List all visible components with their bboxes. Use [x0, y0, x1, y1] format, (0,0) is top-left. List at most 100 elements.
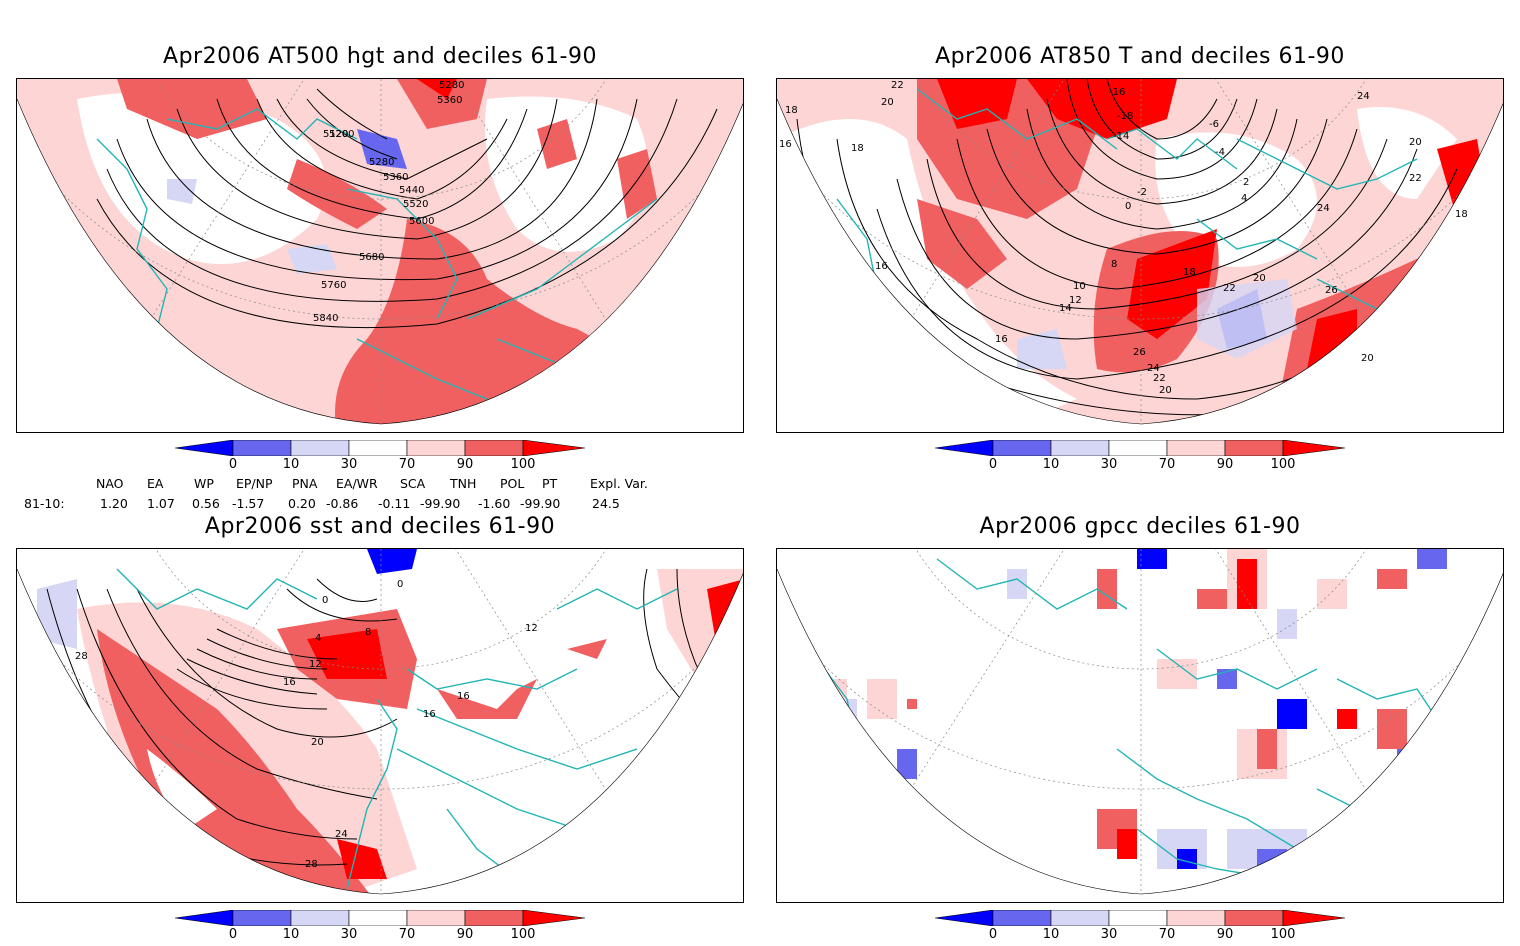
index-header: EA [147, 476, 164, 491]
sst-contour-label: 24 [335, 829, 348, 840]
t850-contour-label: 4 [1241, 193, 1247, 204]
t850-contour-label: 8 [1111, 259, 1117, 270]
hgt-contour-label: 5760 [321, 280, 346, 291]
t850-contour-label: 18 [851, 143, 864, 154]
t850-contour-label: 20 [1361, 353, 1374, 364]
gpcc-panel-title: Apr2006 gpcc deciles 61-90 [979, 514, 1301, 539]
colorbar-tick: 70 [398, 457, 416, 472]
t850-contour-label: 0 [1125, 201, 1131, 212]
t850-contour-label: 20 [1253, 273, 1266, 284]
t850-contour-label: 2 [1243, 177, 1249, 188]
sst-contour-label: 4 [315, 633, 321, 644]
hgt-colorbar: 0 10 30 70 90 100 [175, 440, 585, 476]
colorbar-tick: 70 [398, 927, 416, 942]
index-value: -1.60 [478, 496, 511, 511]
t850-contour-label: 22 [1153, 373, 1166, 384]
t850-contour-label: 18 [1455, 209, 1468, 220]
index-value: 24.5 [592, 496, 620, 511]
index-value: 1.07 [147, 496, 175, 511]
hgt-contour-label: 5360 [437, 95, 462, 106]
colorbar-tick: 30 [1100, 457, 1118, 472]
t850-contour-label: 24 [1317, 203, 1330, 214]
t850-contour-label: -14 [1113, 131, 1129, 142]
colorbar-tick: 10 [1042, 457, 1060, 472]
hgt-contour-label: 5440 [399, 185, 424, 196]
sst-contour-label: 16 [457, 691, 470, 702]
sst-contour-label: 16 [423, 709, 436, 720]
t850-contour-label: -18 [1117, 111, 1133, 122]
t850-contour-label: 10 [1073, 281, 1086, 292]
sst-contour-label: 12 [525, 623, 538, 634]
index-value: 1.20 [100, 496, 128, 511]
t850-contour-label: 18 [785, 105, 798, 116]
colorbar-tick: 0 [988, 927, 998, 942]
colorbar-tick: 90 [456, 927, 474, 942]
sst-panel-title: Apr2006 sst and deciles 61-90 [204, 514, 556, 539]
hgt-contour-label: 5280 [439, 80, 464, 91]
hgt-contour-label: 5280 [369, 157, 394, 168]
index-header: Expl. Var. [590, 476, 648, 491]
t850-contour-label: 26 [1325, 285, 1338, 296]
gpcc-colorbar: 0 10 30 70 90 100 [935, 910, 1345, 946]
sst-colorbar: 0 10 30 70 90 100 [175, 910, 585, 946]
colorbar-tick: 30 [1100, 927, 1118, 942]
sst-contour-label: 0 [322, 595, 328, 606]
colorbar-tick: 90 [1216, 457, 1234, 472]
colorbar-tick: 30 [340, 457, 358, 472]
t850-contour-label: 16 [875, 261, 888, 272]
t850-colorbar: 0 10 30 70 90 100 [935, 440, 1345, 476]
colorbar-tick: 0 [228, 457, 238, 472]
index-header: TNH [450, 476, 477, 491]
hgt-contour-label: 5120 [323, 129, 348, 140]
t850-contour-label: 24 [1147, 363, 1160, 374]
hgt-map: 5280 5360 5120 5200 5280 5360 5440 5520 … [16, 78, 744, 433]
hgt-contour-label: 5680 [359, 252, 384, 263]
hgt-contour-label: 5520 [403, 199, 428, 210]
t850-panel-title: Apr2006 AT850 T and deciles 61-90 [935, 44, 1345, 69]
colorbar-tick: 0 [228, 927, 238, 942]
colorbar-tick: 10 [282, 927, 300, 942]
t850-contour-label: 14 [1059, 303, 1072, 314]
index-row-label: 81-10: [24, 496, 65, 511]
t850-contour-label: 20 [1409, 137, 1422, 148]
index-header: NAO [96, 476, 124, 491]
index-header: WP [194, 476, 214, 491]
sst-contour-label: 28 [305, 859, 318, 870]
sst-map: 0 0 4 8 12 16 16 16 20 24 28 28 12 [16, 548, 744, 903]
colorbar-tick: 100 [510, 927, 536, 942]
t850-contour-label: 18 [1183, 267, 1196, 278]
t850-contour-label: 24 [1357, 91, 1370, 102]
t850-contour-label: 22 [891, 80, 904, 91]
colorbar-tick: 0 [988, 457, 998, 472]
colorbar-tick: 70 [1158, 457, 1176, 472]
sst-contour-label: 8 [365, 627, 371, 638]
sst-contour-label: 16 [283, 677, 296, 688]
index-header: POL [500, 476, 525, 491]
index-value: -0.86 [326, 496, 359, 511]
sst-contour-label: 12 [309, 659, 322, 670]
colorbar-tick: 70 [1158, 927, 1176, 942]
hgt-contour-label: 5200 [329, 129, 354, 140]
t850-contour-label: 22 [1223, 283, 1236, 294]
index-header: PNA [292, 476, 318, 491]
hgt-panel-title: Apr2006 AT500 hgt and deciles 61-90 [163, 44, 597, 69]
index-value: -99.90 [520, 496, 561, 511]
index-value: -99.90 [420, 496, 461, 511]
sst-contour-label: 0 [397, 579, 403, 590]
hgt-contour-label: 5840 [313, 313, 338, 324]
index-header: EP/NP [236, 476, 273, 491]
t850-contour-label: 20 [1159, 385, 1172, 396]
colorbar-tick: 10 [282, 457, 300, 472]
hgt-contour-label: 5600 [409, 216, 434, 227]
index-value: 0.56 [192, 496, 220, 511]
colorbar-tick: 100 [1270, 927, 1296, 942]
index-value: 0.20 [288, 496, 316, 511]
t850-contour-label: 20 [881, 97, 894, 108]
index-header: EA/WR [336, 476, 378, 491]
t850-contour-label: 16 [995, 334, 1008, 345]
t850-contour-label: -2 [1137, 187, 1147, 198]
t850-contour-label: 26 [1133, 347, 1146, 358]
index-header: PT [542, 476, 558, 491]
t850-contour-label: 22 [1409, 173, 1422, 184]
colorbar-tick: 90 [1216, 927, 1234, 942]
